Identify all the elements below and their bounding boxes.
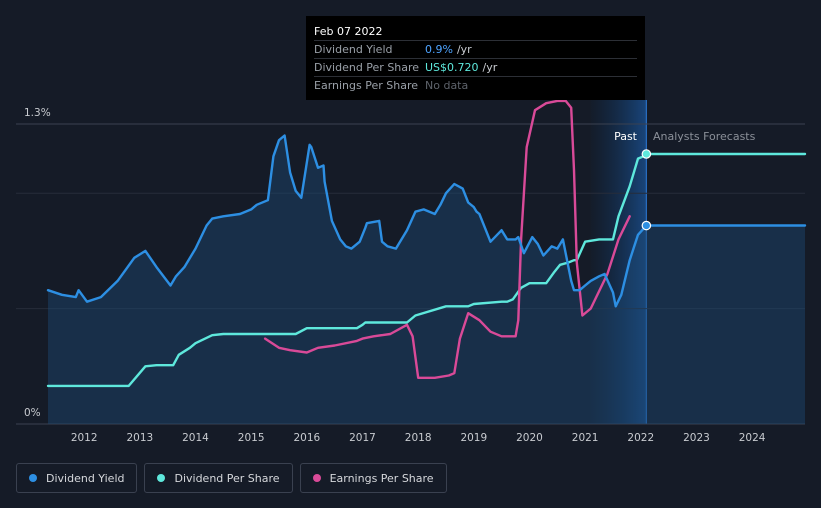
x-tick-label: 2015 [238,432,265,444]
past-highlight-rect [590,100,647,424]
x-tick-label: 2020 [516,432,543,444]
tooltip-unit: /yr [482,61,498,74]
tooltip-unit: /yr [456,43,472,56]
dividend-yield-area [48,135,805,424]
yield-marker [641,220,652,231]
legend-label: Earnings Per Share [329,471,434,485]
x-tick-label: 2019 [460,432,487,444]
legend-label: Dividend Per Share [174,471,280,485]
chart-legend: Dividend Yield Dividend Per Share Earnin… [16,463,454,493]
dividend-per-share-dot-icon [157,474,166,482]
x-tick-label: 2023 [683,432,710,444]
gridlines [16,123,805,425]
x-tick-label: 2012 [71,432,98,444]
tooltip-label: Dividend Per Share [314,61,420,74]
legend-toggle-dividend-per-share[interactable]: Dividend Per Share [144,463,293,493]
tooltip-label: Dividend Yield [314,43,393,56]
x-tick-label: 2016 [293,432,320,444]
tooltip-value: No data [425,79,469,92]
x-tick-label: 2013 [126,432,153,444]
analysts-forecasts-label: Analysts Forecasts [653,130,756,143]
past-band [590,100,647,424]
tooltip-value: 0.9% [425,43,453,56]
dividend-yield-dot-icon [29,474,37,482]
x-tick-label: 2014 [182,432,209,444]
tooltip-label: Earnings Per Share [314,79,419,92]
dividend-yield-line [46,134,807,308]
x-tick-label: 2018 [405,432,432,444]
y-tick-label-top: 1.3% [24,107,51,119]
tooltip-row-dividend-yield: Dividend Yield 0.9% /yr [314,41,637,59]
legend-toggle-dividend-yield[interactable]: Dividend Yield [16,463,138,493]
dividend-per-share-line [46,152,807,388]
x-tick-label: 2017 [349,432,376,444]
tooltip-date: Feb 07 2022 [314,23,637,41]
tooltip-value: US$0.720 [425,61,479,74]
axes: 1.3% 0% Past Analysts Forecasts [24,107,756,419]
legend-toggle-earnings-per-share[interactable]: Earnings Per Share [299,463,447,493]
tooltip-row-earnings-per-share: Earnings Per Share No data [314,77,637,94]
y-tick-label-bottom: 0% [24,407,41,419]
earnings-per-share-dot-icon [312,474,321,482]
hover-tooltip: Feb 07 2022 Dividend Yield 0.9% /yr Divi… [306,16,645,100]
x-tick-label: 2022 [627,432,654,444]
series-markers [641,149,652,231]
x-tick-labels: 2012 2013 2014 2015 2016 2017 2018 2019 2020 2021… [71,432,766,444]
legend-label: Dividend Yield [46,471,125,485]
earnings-per-share-line [263,99,631,379]
yield-area [48,135,805,424]
past-label: Past [614,130,638,143]
dps-marker [641,149,652,159]
tooltip-row-dividend-per-share: Dividend Per Share US$0.720 /yr [314,59,637,77]
x-tick-label: 2024 [739,432,766,444]
x-tick-label: 2021 [572,432,599,444]
series-lines [46,99,807,388]
